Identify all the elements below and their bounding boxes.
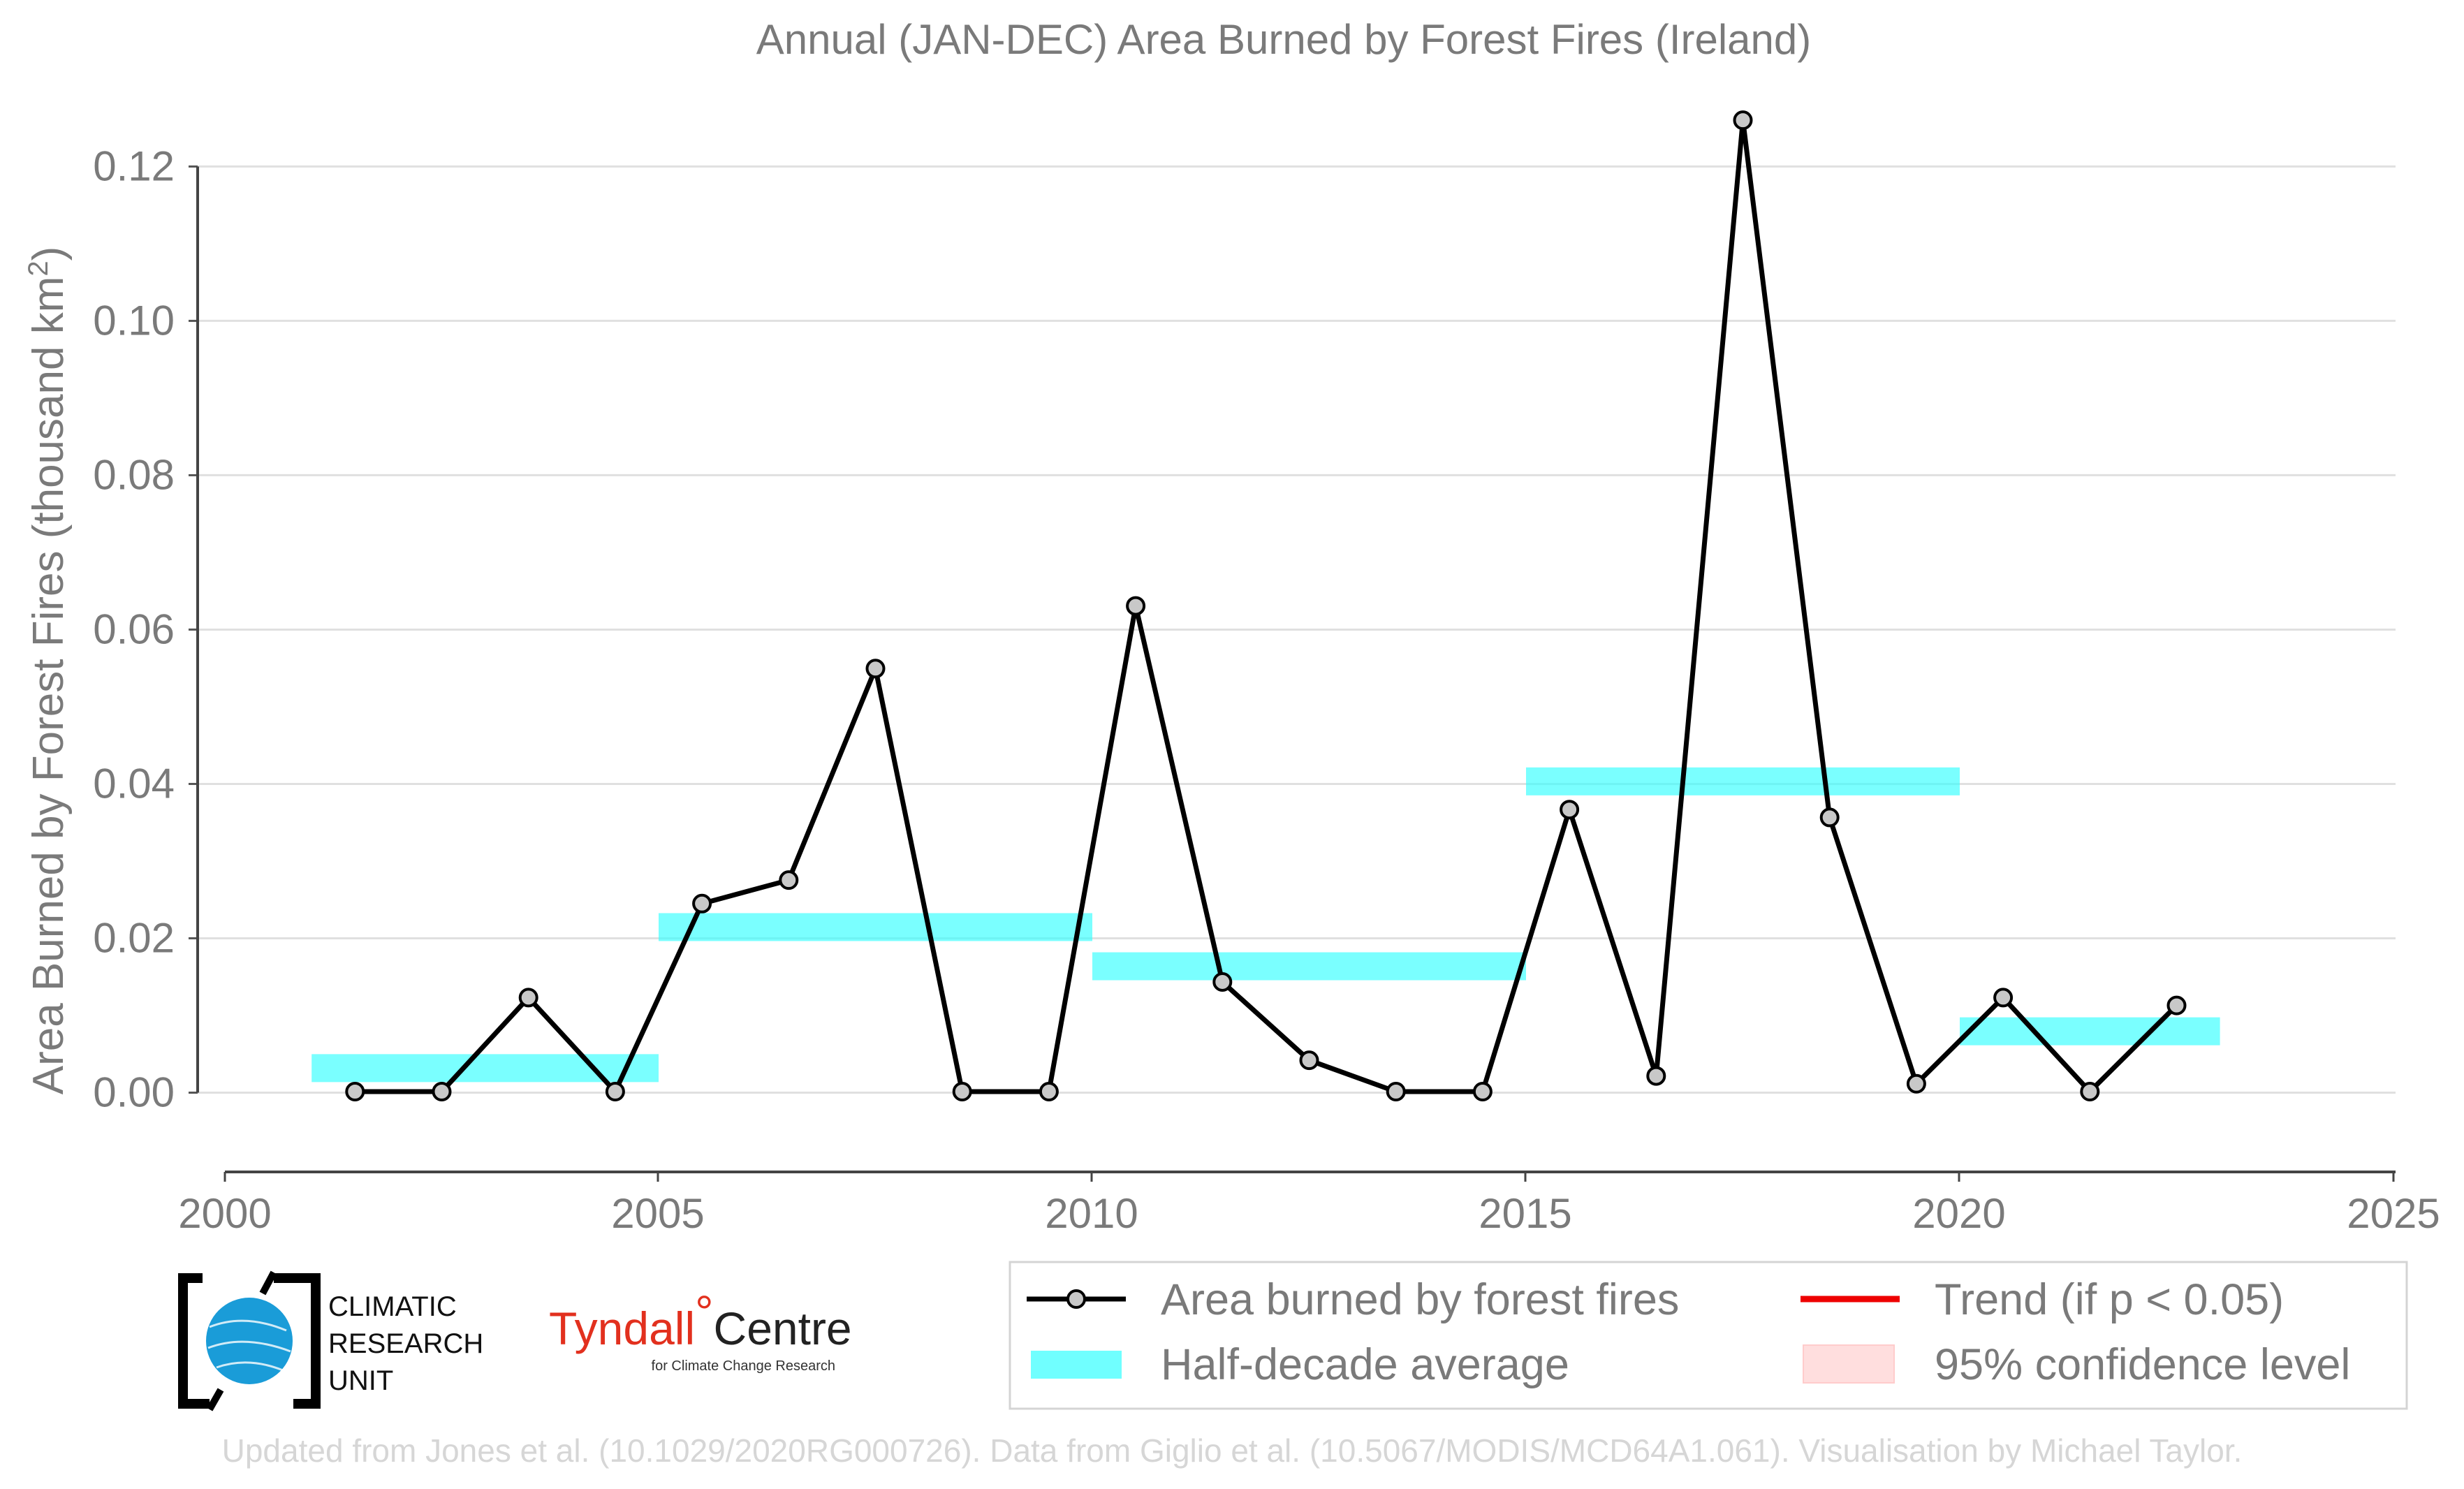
series-line xyxy=(355,117,2178,1094)
data-point-marker xyxy=(1472,1082,1493,1101)
x-tick-label: 2005 xyxy=(611,1190,704,1237)
y-tick-label: 0.02 xyxy=(93,914,175,961)
tyndall-centre: Centre xyxy=(714,1303,852,1354)
tyndall-logo: Tyndall°Centre for Climate Change Resear… xyxy=(549,1286,852,1374)
legend-frame xyxy=(1009,1261,2408,1410)
y-tick-labels: 0.00 0.02 0.04 0.06 0.08 0.10 0.12 xyxy=(93,142,175,1115)
data-point-marker xyxy=(779,870,799,890)
cru-logo-slash-top xyxy=(259,1270,277,1296)
data-point-marker xyxy=(692,893,712,914)
data-point-marker xyxy=(1299,1050,1319,1071)
data-point-marker xyxy=(1560,800,1580,820)
legend: Area burned by forest fires Trend (if p … xyxy=(1009,1261,2408,1410)
tyndall-wordmark: Tyndall°Centre xyxy=(549,1286,852,1354)
data-point-marker xyxy=(432,1082,452,1101)
data-point-marker xyxy=(605,1082,625,1101)
tyndall-name: Tyndall xyxy=(549,1303,695,1354)
y-tick-label: 0.00 xyxy=(93,1069,175,1115)
y-axis-label-sup: 2 xyxy=(23,261,54,276)
y-tick-label: 0.06 xyxy=(93,606,175,652)
x-tick-label: 2015 xyxy=(1479,1190,1571,1237)
cru-logo: CLIMATIC RESEARCH UNIT xyxy=(178,1270,483,1411)
data-point-marker xyxy=(1386,1082,1406,1101)
half-decade-bar xyxy=(1526,767,1960,795)
grid-lines xyxy=(198,165,2396,1094)
data-point-marker xyxy=(1039,1082,1059,1101)
legend-label-trend: Trend (if p < 0.05) xyxy=(1935,1275,2284,1324)
tyndall-degree: ° xyxy=(695,1286,713,1337)
data-point-marker xyxy=(2080,1082,2100,1101)
tyndall-subtitle: for Climate Change Research xyxy=(652,1358,835,1374)
cru-logo-line-2: RESEARCH xyxy=(328,1328,483,1359)
legend-swatch-half-decade xyxy=(1031,1351,1122,1379)
data-point-marker xyxy=(865,659,886,679)
cru-logo-bracket-left xyxy=(178,1273,210,1409)
x-tick-label: 2000 xyxy=(178,1190,271,1237)
area-burned-line xyxy=(355,117,2178,1094)
data-point-marker xyxy=(1819,807,1840,828)
y-axis-label-main: Area Burned by Forest Fires (thousand km xyxy=(24,277,73,1095)
x-tick-label: 2025 xyxy=(2347,1190,2440,1237)
legend-swatch-area-burned-marker xyxy=(1066,1289,1086,1309)
data-point-marker xyxy=(1906,1073,1926,1094)
y-axis-label: Area Burned by Forest Fires (thousand km… xyxy=(23,247,73,1095)
x-tick-label: 2010 xyxy=(1045,1190,1138,1237)
half-decade-bar xyxy=(659,913,1092,941)
data-point-marker xyxy=(1646,1066,1666,1086)
cru-logo-bracket-right xyxy=(274,1273,321,1409)
y-tick-label: 0.10 xyxy=(93,297,175,344)
cru-logo-line-3: UNIT xyxy=(328,1365,393,1396)
half-decade-bar xyxy=(311,1054,659,1083)
legend-swatch-confidence xyxy=(1803,1344,1895,1384)
data-point-marker xyxy=(1993,988,2014,1008)
chart-title: Annual (JAN-DEC) Area Burned by Forest F… xyxy=(756,16,1812,63)
axes xyxy=(189,165,2396,1182)
x-tick-label: 2020 xyxy=(1912,1190,2005,1237)
legend-label-half-decade: Half-decade average xyxy=(1161,1340,1569,1389)
legend-label-area-burned: Area burned by forest fires xyxy=(1161,1275,1679,1324)
half-decade-bar xyxy=(1092,952,1526,981)
data-point-marker xyxy=(518,988,538,1008)
data-point-marker xyxy=(345,1082,365,1101)
cru-logo-line-1: CLIMATIC xyxy=(328,1291,457,1322)
y-tick-label: 0.12 xyxy=(93,142,175,189)
cru-globe-swirl xyxy=(207,1319,291,1372)
legend-label-confidence: 95% confidence level xyxy=(1935,1340,2350,1389)
y-axis-label-close: ) xyxy=(24,247,73,261)
series-markers xyxy=(345,110,2187,1101)
data-point-marker xyxy=(1212,971,1233,992)
data-point-marker xyxy=(1126,596,1146,616)
half-decade-bar xyxy=(1960,1017,2220,1046)
y-tick-label: 0.04 xyxy=(93,760,175,807)
cru-logo-slash-bottom xyxy=(206,1388,224,1411)
y-tick-label: 0.08 xyxy=(93,451,175,498)
half-decade-average-bands xyxy=(311,767,2220,1083)
data-point-marker xyxy=(952,1082,972,1101)
x-tick-labels: 2000 2005 2010 2015 2020 2025 xyxy=(178,1190,2440,1237)
data-point-marker xyxy=(2166,995,2187,1015)
source-footer: Updated from Jones et al. (10.1029/2020R… xyxy=(222,1432,2243,1469)
data-point-marker xyxy=(1733,110,1753,131)
